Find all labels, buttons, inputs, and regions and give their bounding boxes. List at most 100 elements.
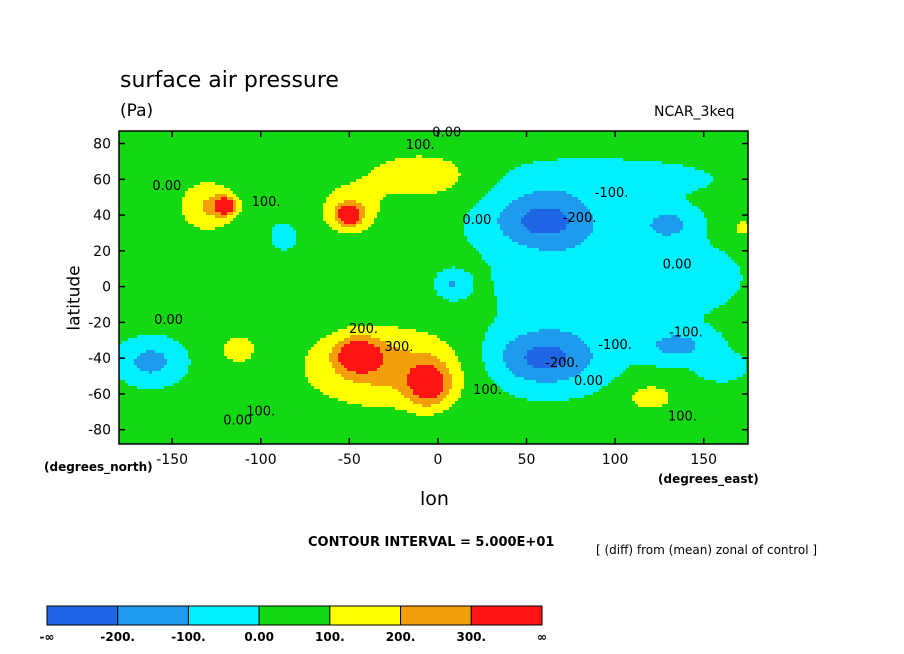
heat-cell [194, 428, 198, 432]
heat-cell [182, 398, 186, 402]
heat-cell [161, 221, 165, 225]
heat-cell [170, 371, 174, 375]
heat-cell [221, 407, 225, 411]
heat-cell [128, 260, 132, 264]
heat-cell [128, 314, 132, 318]
heat-cell [245, 188, 249, 192]
heat-cell [128, 236, 132, 240]
heat-cell [167, 221, 171, 225]
heat-cell [239, 428, 243, 432]
heat-cell [215, 407, 219, 411]
heat-cell [197, 200, 201, 204]
heat-cell [254, 272, 258, 276]
heat-cell [206, 251, 210, 255]
heat-cell [149, 242, 153, 246]
heat-cell [188, 188, 192, 192]
heat-cell [173, 341, 177, 345]
heat-cell [230, 434, 234, 438]
heat-cell [131, 275, 135, 279]
heat-cell [191, 221, 195, 225]
heat-cell [218, 200, 222, 204]
heat-cell [230, 362, 234, 366]
heat-cell [158, 419, 162, 423]
heat-cell [251, 242, 255, 246]
heat-cell [242, 221, 246, 225]
heat-cell [233, 233, 237, 237]
heat-cell [161, 299, 165, 303]
heat-cell [176, 248, 180, 252]
heat-cell [155, 293, 159, 297]
heat-cell [188, 272, 192, 276]
heat-cell [167, 332, 171, 336]
heat-cell [125, 257, 129, 261]
heat-cell [236, 347, 240, 351]
heat-cell [245, 410, 249, 414]
heat-cell [173, 356, 177, 360]
heat-cell [164, 242, 168, 246]
heat-cell [257, 224, 261, 228]
heat-cell [215, 233, 219, 237]
heat-cell [119, 287, 123, 291]
heat-cell [119, 266, 123, 270]
heat-cell [206, 428, 210, 432]
heat-cell [227, 335, 231, 339]
heat-cell [230, 203, 234, 207]
heat-cell [188, 374, 192, 378]
heat-cell [173, 242, 177, 246]
heat-cell [131, 287, 135, 291]
heat-cell [206, 425, 210, 429]
heat-cell [224, 287, 228, 291]
heat-cell [236, 209, 240, 213]
heat-cell [245, 359, 249, 363]
heat-cell [146, 311, 150, 315]
heat-cell [119, 173, 123, 177]
heat-cell [239, 137, 243, 141]
heat-cell [245, 284, 249, 288]
heat-cell [155, 380, 159, 384]
heat-cell [158, 431, 162, 435]
heat-cell [212, 242, 216, 246]
heat-cell [200, 428, 204, 432]
heat-cell [122, 401, 126, 405]
heat-cell [221, 434, 225, 438]
heat-cell [161, 377, 165, 381]
heat-cell [119, 203, 123, 207]
heat-cell [257, 221, 261, 225]
heat-cell [239, 347, 243, 351]
heat-cell [182, 299, 186, 303]
heat-cell [209, 422, 213, 426]
heat-cell [134, 227, 138, 231]
heat-cell [218, 260, 222, 264]
heat-cell [167, 257, 171, 261]
heat-cell [185, 356, 189, 360]
heat-cell [233, 230, 237, 234]
heat-cell [242, 434, 246, 438]
heat-cell [254, 374, 258, 378]
heat-cell [140, 149, 144, 153]
heat-cell [179, 263, 183, 267]
heat-cell [215, 428, 219, 432]
heat-cell [251, 386, 255, 390]
heat-cell [254, 152, 258, 156]
heat-cell [182, 134, 186, 138]
heat-cell [212, 395, 216, 399]
heat-cell [155, 416, 159, 420]
heat-cell [158, 131, 162, 135]
heat-cell [131, 341, 135, 345]
heat-cell [188, 305, 192, 309]
heat-cell [143, 314, 147, 318]
heat-cell [206, 194, 210, 198]
heat-cell [254, 362, 258, 366]
heat-cell [182, 275, 186, 279]
heat-cell [176, 143, 180, 147]
heat-cell [203, 284, 207, 288]
heat-cell [161, 242, 165, 246]
heat-cell [215, 314, 219, 318]
heat-cell [194, 338, 198, 342]
heat-cell [128, 140, 132, 144]
heat-cell [221, 272, 225, 276]
heat-cell [260, 215, 264, 219]
heat-cell [230, 227, 234, 231]
heat-cell [173, 266, 177, 270]
heat-cell [185, 395, 189, 399]
